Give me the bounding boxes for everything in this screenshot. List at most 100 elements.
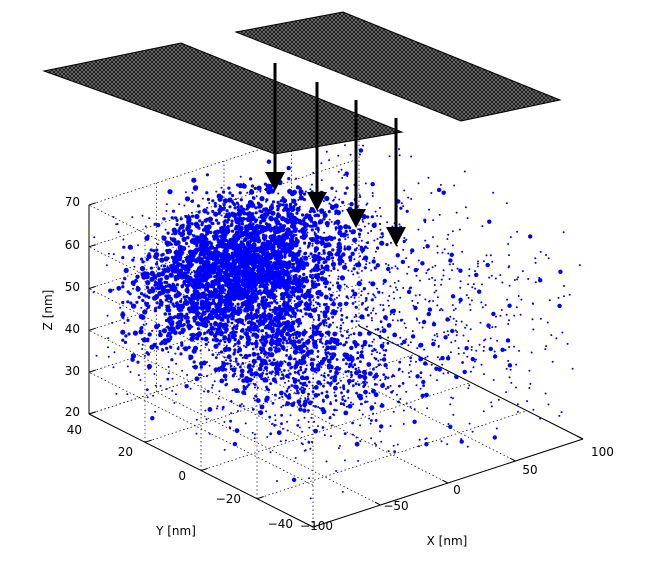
data-point: [291, 477, 297, 482]
data-point: [274, 331, 280, 337]
data-point: [286, 301, 289, 304]
data-point: [171, 227, 177, 233]
data-point: [563, 295, 565, 298]
data-point: [465, 294, 468, 297]
x-tick-label: −50: [383, 499, 408, 513]
data-point: [234, 198, 237, 201]
data-point: [214, 258, 220, 264]
data-point: [316, 226, 320, 230]
data-point: [339, 342, 343, 346]
data-point: [383, 363, 388, 368]
data-point: [269, 229, 272, 232]
data-point: [256, 355, 262, 361]
data-point: [292, 213, 295, 216]
data-point: [235, 291, 239, 295]
data-point: [192, 185, 198, 191]
data-point: [397, 369, 400, 372]
data-point: [146, 352, 150, 356]
data-point: [483, 373, 485, 376]
data-point: [399, 296, 402, 299]
data-point: [340, 314, 343, 317]
data-point: [539, 317, 542, 320]
data-point: [175, 303, 181, 308]
data-point: [246, 365, 250, 369]
data-point: [305, 228, 308, 231]
data-point: [363, 266, 367, 270]
data-point: [240, 295, 246, 300]
data-point: [293, 290, 297, 294]
data-point: [235, 226, 239, 230]
data-point: [316, 355, 320, 358]
data-point: [154, 286, 158, 290]
data-point: [333, 204, 337, 208]
data-point: [241, 230, 247, 236]
axes-box: [88, 202, 584, 528]
data-point: [285, 339, 289, 343]
data-point: [206, 286, 210, 290]
data-point: [294, 202, 298, 206]
data-point: [323, 245, 326, 248]
data-point: [301, 234, 305, 238]
data-point: [262, 344, 265, 347]
data-point: [310, 358, 313, 362]
data-point: [358, 236, 361, 239]
data-point: [379, 236, 382, 239]
data-point: [402, 409, 405, 412]
data-point: [382, 304, 385, 307]
data-point: [356, 272, 359, 275]
data-point: [361, 258, 364, 261]
data-point: [314, 301, 317, 304]
data-point: [438, 309, 441, 312]
data-point: [321, 320, 324, 323]
data-point: [481, 225, 484, 228]
data-point: [234, 218, 240, 225]
data-point: [335, 254, 338, 257]
data-point: [271, 352, 274, 355]
data-point: [334, 209, 339, 214]
data-point: [467, 283, 470, 286]
data-point: [527, 278, 530, 280]
data-point: [422, 384, 425, 387]
data-point: [288, 166, 291, 169]
data-point: [170, 216, 174, 220]
data-point: [291, 265, 295, 269]
data-point: [225, 245, 229, 249]
data-point: [115, 392, 118, 395]
data-point: [374, 210, 377, 213]
data-point: [309, 273, 312, 276]
data-point: [190, 302, 194, 306]
data-point: [106, 314, 109, 317]
data-point: [234, 367, 237, 370]
data-point: [170, 358, 174, 362]
data-point: [289, 354, 292, 357]
data-point: [374, 442, 376, 445]
data-point: [209, 285, 213, 289]
data-point: [240, 219, 244, 223]
data-point: [545, 254, 547, 256]
data-point: [238, 208, 242, 212]
data-point: [249, 271, 255, 277]
data-point: [349, 259, 352, 262]
data-point: [449, 351, 452, 354]
data-point: [272, 322, 277, 328]
data-point: [381, 347, 384, 350]
data-point: [180, 314, 184, 318]
data-point: [491, 260, 494, 263]
data-point: [321, 356, 327, 362]
data-point: [305, 275, 308, 279]
data-point: [130, 357, 135, 362]
data-point: [505, 391, 508, 394]
data-point: [490, 274, 493, 277]
data-point: [296, 391, 300, 395]
data-point: [235, 429, 239, 432]
data-point: [237, 410, 239, 412]
data-point: [274, 346, 278, 349]
data-point: [199, 306, 203, 310]
data-point: [147, 252, 151, 256]
data-point: [258, 328, 261, 331]
data-point: [175, 283, 179, 287]
data-point: [298, 373, 301, 376]
data-point: [247, 383, 251, 386]
data-point: [280, 413, 283, 417]
data-point: [245, 328, 248, 331]
